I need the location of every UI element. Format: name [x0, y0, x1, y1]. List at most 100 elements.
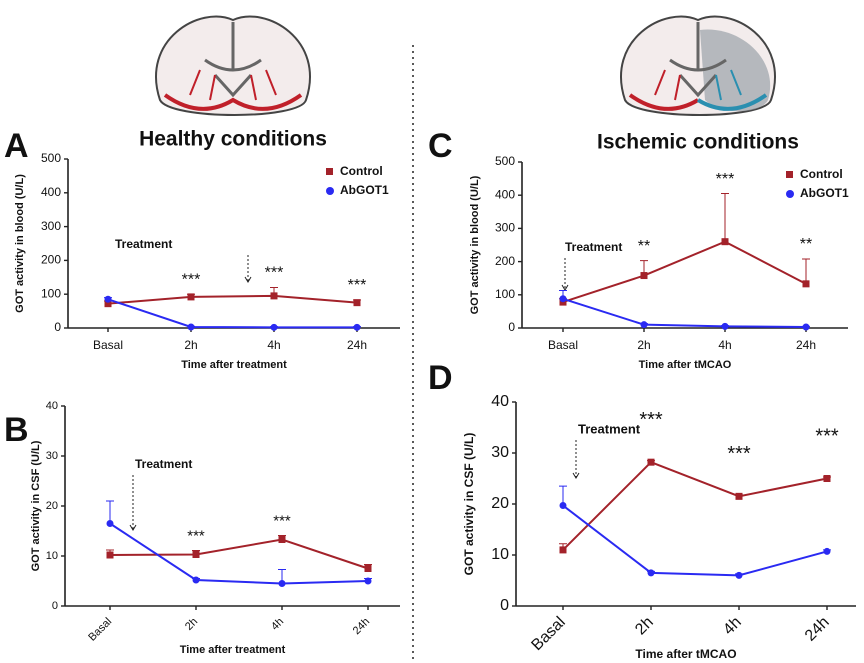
legend-marker [786, 171, 793, 178]
series-line [562, 461, 828, 551]
legend-label: Control [340, 164, 383, 178]
brain-ischemic [620, 15, 776, 116]
y-tick-label: 0 [500, 597, 509, 614]
x-tick-label: 4h [267, 338, 280, 352]
x-tick-label: 2h [184, 338, 197, 352]
y-tick-label: 100 [495, 287, 515, 301]
y-tick-label: 200 [41, 253, 61, 267]
x-axis-label: Time after treatment [181, 359, 287, 371]
treatment-label: Treatment [565, 240, 622, 254]
treatment-arrowhead [129, 524, 137, 531]
marker [192, 576, 200, 584]
legend-label: Control [800, 167, 843, 181]
marker [270, 323, 278, 331]
x-axis-label: Time after tMCAO [639, 359, 732, 371]
panel-letter: D [428, 359, 453, 397]
y-tick-label: 300 [495, 221, 515, 235]
x-axis-label: Time after treatment [180, 644, 286, 656]
x-tick-label: Basal [548, 338, 578, 352]
x-tick-label: 4h [269, 616, 286, 633]
y-tick-label: 400 [495, 187, 515, 201]
marker [721, 322, 729, 330]
x-tick-label: 24h [347, 338, 367, 352]
y-tick-label: 100 [41, 286, 61, 300]
y-tick-label: 30 [491, 444, 509, 461]
y-tick-label: 400 [41, 185, 61, 199]
x-tick-label: Basal [93, 338, 123, 352]
significance: *** [716, 171, 735, 188]
marker [187, 323, 195, 331]
marker [647, 458, 655, 466]
significance: *** [265, 265, 284, 282]
y-tick-label: 40 [491, 393, 509, 410]
treatment-label: Treatment [578, 421, 641, 436]
series-line [562, 504, 828, 577]
y-axis-label: GOT activity in blood (U/L) [14, 174, 26, 313]
marker [278, 580, 286, 587]
legend-marker [326, 168, 333, 175]
x-axis-label: Time after tMCAO [635, 647, 736, 661]
x-tick-label: 2h [637, 338, 650, 352]
marker [823, 547, 831, 555]
y-tick-label: 10 [491, 546, 509, 563]
marker [104, 300, 112, 308]
marker [640, 321, 648, 329]
y-tick-label: 200 [495, 254, 515, 268]
significance: *** [815, 425, 839, 447]
x-tick-label: 24h [796, 338, 816, 352]
marker [192, 551, 200, 558]
panel-title: Ischemic conditions [597, 131, 799, 154]
x-tick-label: Basal [528, 614, 568, 654]
treatment-arrowhead [572, 472, 580, 479]
panel-letter: B [4, 411, 29, 449]
significance: *** [348, 277, 367, 294]
significance: *** [727, 443, 751, 465]
marker [106, 551, 114, 559]
x-tick-label: 24h [802, 614, 833, 645]
y-tick-label: 40 [46, 400, 58, 412]
x-tick-label: 4h [720, 614, 745, 639]
significance: ** [638, 238, 650, 255]
legend-marker [326, 187, 334, 195]
treatment-label: Treatment [115, 237, 172, 251]
y-tick-label: 0 [52, 600, 58, 612]
marker [353, 299, 361, 307]
panel-title: Healthy conditions [139, 128, 327, 151]
legend-marker [786, 190, 794, 198]
y-axis-label: GOT activity in CSF (U/L) [462, 433, 476, 576]
marker [735, 571, 743, 579]
series-line [562, 297, 807, 329]
panel-letter: C [428, 127, 453, 165]
y-axis-label: GOT activity in CSF (U/L) [30, 440, 42, 571]
y-tick-label: 500 [41, 151, 61, 165]
error-bar [106, 500, 114, 524]
y-tick-label: 10 [46, 550, 58, 562]
y-tick-label: 30 [46, 450, 58, 462]
x-tick-label: 2h [632, 614, 657, 639]
legend-label: AbGOT1 [800, 186, 849, 200]
marker [559, 502, 567, 510]
marker [270, 292, 278, 300]
series-line [109, 538, 369, 570]
marker [559, 295, 567, 303]
y-tick-label: 20 [46, 500, 58, 512]
series-line [562, 240, 807, 304]
error-bar [721, 193, 729, 242]
x-tick-label: 24h [351, 616, 372, 637]
marker [353, 323, 361, 331]
treatment-arrowhead [244, 276, 252, 283]
marker [104, 295, 112, 303]
y-tick-label: 0 [54, 320, 61, 334]
marker [559, 546, 567, 554]
series-line [109, 522, 369, 585]
marker [802, 323, 810, 331]
y-tick-label: 20 [491, 495, 509, 512]
marker [802, 280, 810, 288]
x-tick-label: Basal [86, 616, 114, 644]
brain-healthy [155, 15, 311, 116]
marker [735, 492, 743, 500]
x-tick-label: 2h [183, 616, 200, 633]
y-axis-label: GOT activity in blood (U/L) [469, 175, 481, 314]
significance: *** [187, 527, 205, 544]
